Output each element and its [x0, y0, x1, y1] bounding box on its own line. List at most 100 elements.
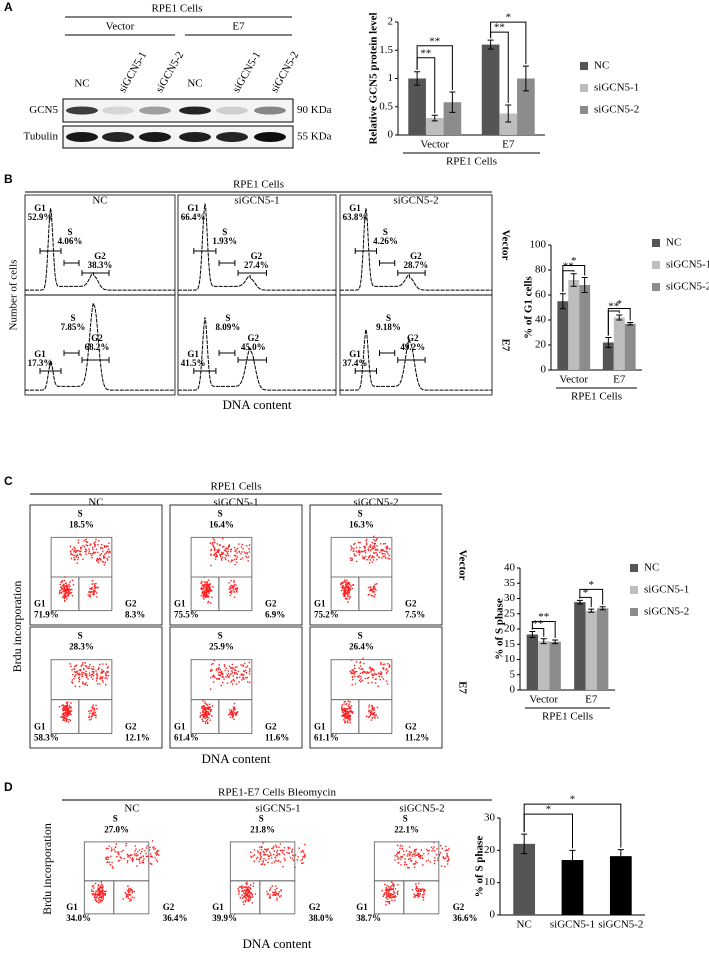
- gate-value: 58.3%: [34, 732, 59, 742]
- gate-name: G1: [187, 203, 199, 213]
- error-bar: [570, 273, 577, 287]
- gate-value: 38.3%: [88, 260, 113, 270]
- y-tick-label: 15: [504, 638, 516, 650]
- gate-name: G2: [405, 599, 417, 609]
- gate-name: G2: [125, 721, 137, 731]
- significance-label: **: [563, 260, 574, 272]
- significance-bracket: [531, 620, 556, 638]
- x-tick-label: Vector: [529, 694, 558, 706]
- panel-title: RPE1 Cells: [210, 481, 261, 493]
- bar: [549, 641, 561, 690]
- gate-value: 12.1%: [125, 732, 150, 742]
- significance-label: **: [608, 301, 619, 313]
- bar: [602, 342, 614, 370]
- gate-value: 4.06%: [58, 236, 83, 246]
- panel-title: RPE1 Cells: [233, 179, 284, 191]
- gate-value: 18.5%: [69, 520, 94, 530]
- gate-name: G2: [125, 599, 137, 609]
- gate-marker: [81, 357, 110, 363]
- error-bar: [576, 599, 583, 605]
- lane-label: siGCN5-2: [268, 50, 301, 95]
- significance-label: *: [506, 12, 512, 24]
- y-tick-label: 1.5: [379, 44, 393, 56]
- error-bar: [617, 849, 624, 864]
- gate-value: 25.9%: [209, 642, 234, 652]
- gate-value: 52.9%: [28, 212, 53, 222]
- y-tick-label: 10: [504, 653, 516, 665]
- y-axis-label: % of G1 cells: [523, 275, 535, 338]
- bar: [425, 118, 444, 135]
- gate-name: S: [358, 631, 363, 641]
- significance-label: *: [570, 794, 576, 806]
- error-bar: [616, 314, 623, 321]
- error-bar: [552, 639, 559, 645]
- gate-marker: [397, 270, 426, 276]
- gate-value: 66.4%: [181, 212, 206, 222]
- gate-value: 7.85%: [61, 322, 86, 332]
- gate-marker: [237, 357, 267, 363]
- gate-name: G2: [265, 721, 277, 731]
- plot-frame: [169, 626, 303, 749]
- plot-frame: [24, 194, 176, 296]
- gate-value: 63.8%: [343, 212, 368, 222]
- legend-label: siGCN5-2: [666, 281, 709, 293]
- legend-label: NC: [666, 237, 681, 249]
- gate-value: 16.4%: [209, 520, 234, 530]
- y-tick-label: 0.5: [379, 100, 393, 112]
- gate-name: G2: [405, 721, 417, 731]
- x-axis-label: DNA content: [223, 397, 292, 412]
- gate-value: 45.0%: [241, 342, 266, 352]
- error-bar: [449, 91, 456, 113]
- blot-band: [179, 132, 211, 142]
- gate-g2: [358, 699, 393, 734]
- gate-marker: [63, 350, 80, 356]
- panel-letter: C: [4, 474, 13, 488]
- gate-name: S: [386, 313, 391, 323]
- gate-name: G1: [174, 599, 186, 609]
- gate-value: 38.7%: [356, 913, 381, 923]
- gate-marker: [81, 270, 110, 276]
- gate-name: S: [358, 509, 363, 519]
- x-axis-label: RPE1 Cells: [542, 711, 593, 723]
- gate-marker: [354, 248, 377, 254]
- error-bar: [599, 606, 606, 611]
- gate-name: G1: [314, 721, 326, 731]
- y-axis-label: Brdu incorporation: [10, 581, 24, 673]
- x-axis-label: DNA content: [202, 751, 271, 766]
- gate-s: [373, 841, 440, 882]
- gate-value: 37.4%: [343, 358, 368, 368]
- y-axis-label: Number of cells: [8, 260, 20, 331]
- column-label: NC: [92, 195, 107, 207]
- gate-name: G1: [34, 599, 46, 609]
- plot-frame: [169, 504, 303, 626]
- blot-band: [139, 106, 171, 115]
- legend-label: NC: [594, 60, 609, 72]
- y-axis-label: Relative GCN5 protein level: [368, 12, 380, 144]
- y-tick-label: 30: [484, 812, 496, 824]
- y-axis-label: Brdu incorporation: [40, 823, 54, 915]
- bar: [585, 610, 597, 690]
- dot-cloud: [200, 537, 251, 604]
- significance-label: **: [420, 47, 431, 59]
- bar: [517, 78, 535, 135]
- blot-band: [139, 132, 171, 142]
- blot-band: [102, 106, 134, 115]
- row-label: E7: [499, 339, 511, 352]
- blot-title: RPE1 Cells: [151, 3, 202, 15]
- gate-name: G1: [349, 349, 361, 359]
- legend-label: siGCN5-1: [644, 584, 689, 596]
- bar: [561, 860, 584, 915]
- gate-name: S: [222, 227, 227, 237]
- plot-frame: [29, 504, 163, 626]
- gate-value: 68.2%: [85, 342, 110, 352]
- x-tick-label: Vector: [420, 139, 449, 151]
- gate-name: S: [78, 631, 83, 641]
- column-label: NC: [124, 803, 139, 815]
- dot-cloud: [199, 659, 251, 725]
- group-label: Vector: [106, 21, 135, 33]
- gate-name: G1: [34, 349, 46, 359]
- gate-value: 49.2%: [400, 342, 425, 352]
- dot-cloud: [237, 842, 306, 906]
- error-bar: [521, 833, 528, 855]
- legend-label: siGCN5-2: [644, 606, 689, 618]
